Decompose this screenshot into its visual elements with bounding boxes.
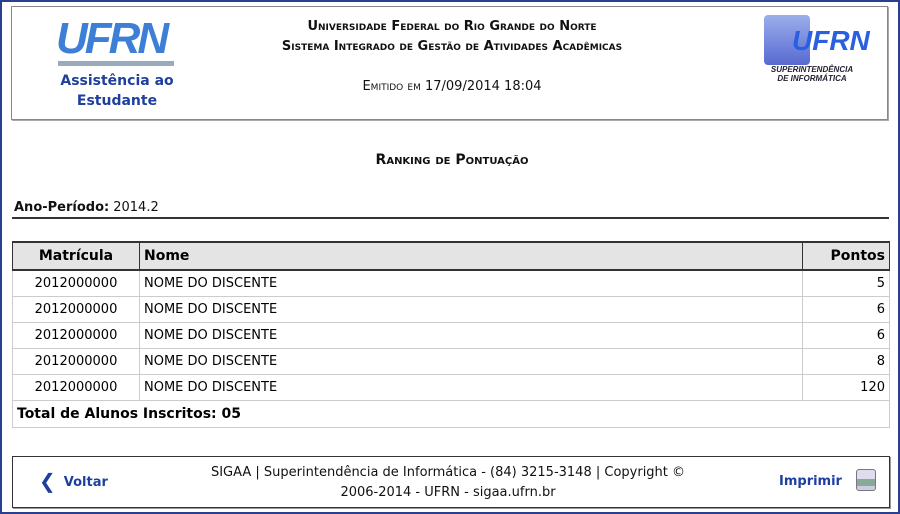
cell-pontos: 6 (802, 296, 890, 323)
cell-pontos: 5 (802, 269, 890, 297)
cell-nome: NOME DO DISCENTE (139, 322, 803, 349)
cell-nome: NOME DO DISCENTE (139, 348, 803, 375)
cell-matricula: 2012000000 (12, 322, 140, 349)
cell-nome: NOME DO DISCENTE (139, 269, 803, 297)
divider (12, 217, 889, 219)
cell-matricula: 2012000000 (12, 374, 140, 401)
period-value: 2014.2 (113, 200, 159, 215)
footer: ❮ Voltar SIGAA | Superintendência de Info… (12, 456, 890, 508)
table-row: 2012000000 NOME DO DISCENTE 5 (12, 269, 890, 297)
table-row: 2012000000 NOME DO DISCENTE 120 (12, 374, 890, 401)
cell-matricula: 2012000000 (12, 296, 140, 323)
table-row: 2012000000 NOME DO DISCENTE 6 (12, 322, 890, 349)
total-enrolled: Total de Alunos Inscritos: 05 (12, 400, 890, 428)
chevron-left-icon: ❮ (39, 469, 56, 493)
page-title: Ranking de Pontuação (375, 152, 529, 168)
cell-pontos: 8 (802, 348, 890, 375)
ranking-table: Matrícula Nome Pontos 2012000000 NOME DO … (12, 241, 890, 428)
report-header: UFRN Assistência ao Estudante Universida… (11, 6, 888, 120)
cell-pontos: 6 (802, 322, 890, 349)
cell-nome: NOME DO DISCENTE (139, 374, 803, 401)
footer-text: SIGAA | Superintendência de Informática … (210, 465, 686, 500)
cell-nome: NOME DO DISCENTE (139, 296, 803, 323)
cell-pontos: 120 (802, 374, 890, 401)
col-pontos: Pontos (802, 241, 890, 271)
unit-name: Assistência ao Estudante (60, 73, 174, 109)
back-button[interactable]: ❮ Voltar (39, 469, 108, 493)
sinfo-logo: UFRN SUPERINTENDÊNCIA DE INFORMÁTICA (764, 15, 870, 85)
table-row: 2012000000 NOME DO DISCENTE 6 (12, 296, 890, 323)
period-label: Ano-Período: (14, 200, 110, 215)
emitted-date: Emitido em 17/09/2014 18:04 (362, 79, 542, 94)
printer-icon (855, 469, 876, 491)
period-info: Ano-Período: 2014.2 (14, 200, 159, 215)
col-matricula: Matrícula (12, 241, 140, 271)
ufrn-logo: UFRN (56, 17, 176, 67)
table-row: 2012000000 NOME DO DISCENTE 8 (12, 348, 890, 375)
institution-name: Universidade Federal do Rio Grande do No… (281, 19, 623, 54)
cell-matricula: 2012000000 (12, 269, 140, 297)
col-nome: Nome (139, 241, 803, 271)
print-button[interactable]: Imprimir (779, 469, 876, 491)
cell-matricula: 2012000000 (12, 348, 140, 375)
